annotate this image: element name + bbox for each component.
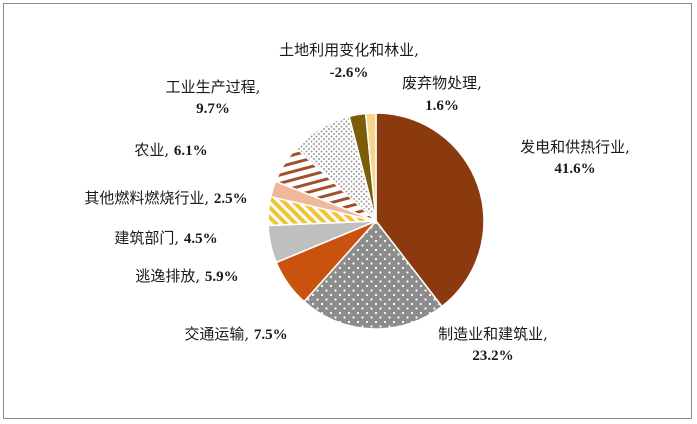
slice-label-1: 发电和供热行业, — [520, 138, 630, 156]
slice-value-5: 4.5% — [184, 231, 218, 247]
slice-label-5: 建筑部门, 4.5% — [114, 229, 217, 247]
slice-value-3: 7.5% — [254, 327, 288, 343]
slice-label-10: 废弃物处理, — [402, 74, 482, 92]
slice-label-3: 交通运输, 7.5% — [184, 325, 287, 343]
slice-label-7: 农业, 6.1% — [134, 141, 207, 159]
slice-value-4: 5.9% — [205, 269, 239, 285]
slice-label-2: 制造业和建筑业, — [438, 325, 548, 343]
slice-value-7: 6.1% — [174, 143, 208, 159]
slice-value-6: 2.5% — [214, 191, 248, 207]
slice-value-1: 41.6% — [554, 161, 595, 177]
pie-slice-1 — [375, 112, 485, 308]
slice-label-6: 其他燃料燃烧行业, 2.5% — [84, 189, 247, 207]
slice-value-10: 1.6% — [425, 98, 459, 114]
slice-label-4: 逃逸排放, 5.9% — [135, 267, 238, 285]
slice-value-8: 9.7% — [196, 101, 230, 117]
slice-label-9: 土地利用变化和林业, — [279, 41, 419, 59]
pie-slice-2 — [303, 219, 444, 330]
slice-value-9: -2.6% — [330, 65, 369, 81]
slice-value-2: 23.2% — [472, 348, 513, 364]
slice-label-8: 工业生产过程, — [166, 78, 261, 96]
pie-slice-10 — [364, 112, 377, 222]
